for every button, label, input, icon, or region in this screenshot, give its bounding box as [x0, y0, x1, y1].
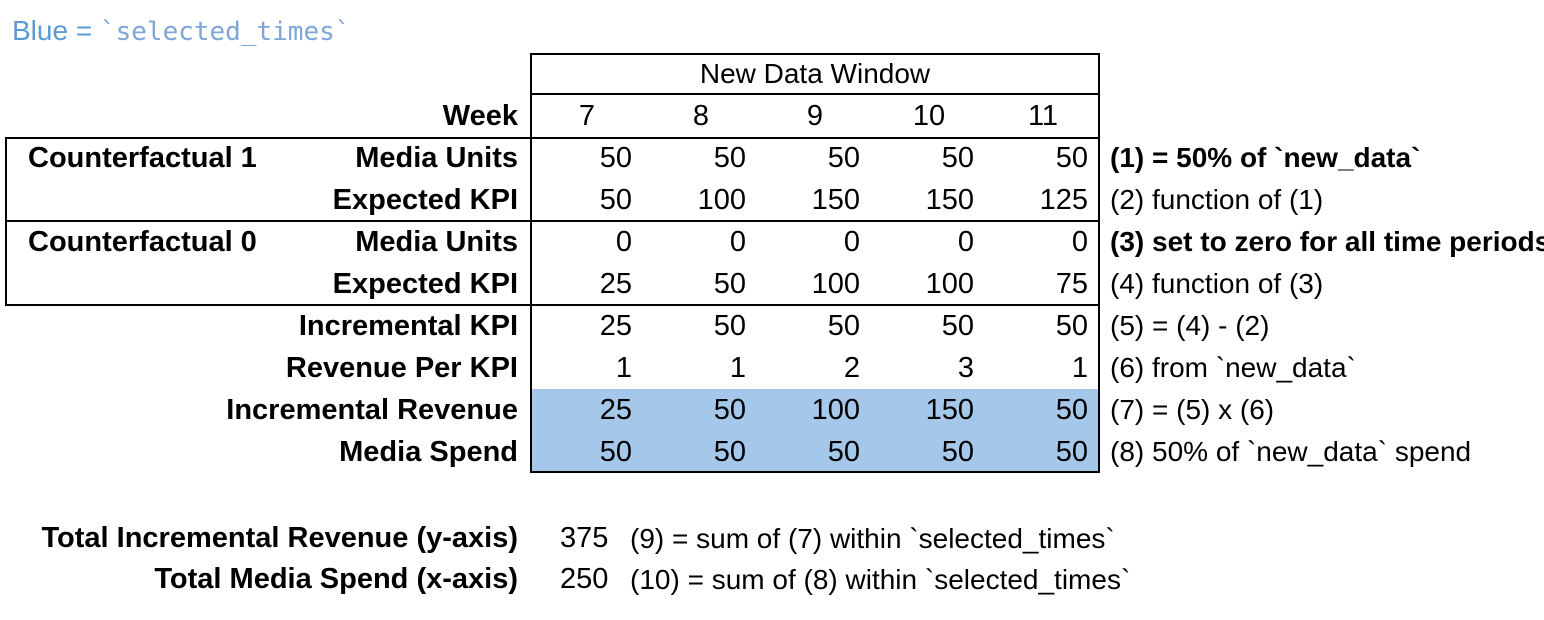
total-incremental-revenue-note: (9) = sum of (7) within `selected_times`	[630, 523, 1115, 554]
table-cell: 0	[957, 226, 974, 258]
table-cell: 50	[827, 310, 860, 342]
table-cell: 50	[713, 142, 746, 174]
row-label: Incremental KPI	[298, 310, 518, 342]
week-row-frame	[530, 95, 1100, 137]
row-label: Incremental Revenue	[226, 394, 518, 426]
table-cell-highlighted: 50	[599, 436, 632, 468]
row-annotation: (7) = (5) x (6)	[1110, 394, 1275, 425]
total-incremental-revenue-label: Total Incremental Revenue (y-axis)	[41, 522, 518, 554]
row-label: Expected KPI	[332, 184, 518, 216]
table-cell: 2	[843, 352, 860, 384]
table-cell: 3	[957, 352, 974, 384]
week-col-header: 10	[912, 100, 946, 132]
week-header-label: Week	[442, 100, 518, 132]
total-incremental-revenue-value: 375	[560, 522, 609, 554]
total-media-spend-label: Total Media Spend (x-axis)	[154, 563, 518, 595]
legend: Blue = `selected_times`	[12, 14, 350, 48]
total-media-spend-note: (10) = sum of (8) within `selected_times…	[630, 564, 1131, 595]
table-cell: 150	[925, 184, 974, 216]
table-cell: 50	[713, 268, 746, 300]
total-media-spend-value: 250	[560, 563, 609, 595]
table-cell: 0	[843, 226, 860, 258]
table-cell: 125	[1039, 184, 1088, 216]
group-separator-2	[530, 304, 1100, 306]
table-cell: 1	[1071, 352, 1088, 384]
table-cell-highlighted: 50	[713, 436, 746, 468]
row-annotation: (5) = (4) - (2)	[1110, 310, 1270, 341]
table-cell: 50	[1055, 310, 1088, 342]
table-cell-highlighted: 150	[925, 394, 974, 426]
row-annotation: (6) from `new_data`	[1110, 352, 1356, 383]
table-cell: 1	[729, 352, 746, 384]
group-label-counterfactual-0: Counterfactual 0	[28, 226, 257, 258]
legend-label: Blue =	[12, 15, 100, 46]
selected-times-highlight	[530, 389, 1100, 473]
row-annotation: (1) = 50% of `new_data`	[1110, 142, 1421, 173]
row-annotation: (4) function of (3)	[1110, 268, 1324, 299]
table-cell: 25	[599, 310, 632, 342]
week-col-header: 9	[806, 100, 824, 132]
table-cell-highlighted: 100	[811, 394, 860, 426]
table-cell: 50	[941, 142, 974, 174]
table-cell: 1	[615, 352, 632, 384]
table-cell: 50	[827, 142, 860, 174]
week-col-header: 11	[1027, 100, 1059, 132]
table-cell-highlighted: 25	[599, 394, 632, 426]
table-cell: 50	[713, 310, 746, 342]
table-cell: 100	[697, 184, 746, 216]
table-cell-highlighted: 50	[1055, 394, 1088, 426]
table-cell: 50	[941, 310, 974, 342]
table-cell-highlighted: 50	[713, 394, 746, 426]
group-label-counterfactual-1: Counterfactual 1	[28, 142, 257, 174]
table-cell: 100	[925, 268, 974, 300]
row-label: Media Units	[355, 142, 518, 174]
week-col-header: 8	[692, 100, 710, 132]
table-cell: 25	[599, 268, 632, 300]
row-label: Revenue Per KPI	[285, 352, 518, 384]
week-col-header: 7	[578, 100, 596, 132]
table-cell: 0	[729, 226, 746, 258]
table-cell: 50	[1055, 142, 1088, 174]
new-data-window-header: New Data Window	[530, 53, 1100, 95]
table-cell: 0	[1071, 226, 1088, 258]
row-annotation: (3) set to zero for all time periods	[1110, 226, 1544, 257]
row-annotation: (2) function of (1)	[1110, 184, 1324, 215]
table-cell: 50	[599, 142, 632, 174]
row-label: Media Spend	[339, 436, 518, 468]
table-cell: 0	[615, 226, 632, 258]
table-cell: 75	[1055, 268, 1088, 300]
table-cell: 150	[811, 184, 860, 216]
table-cell: 50	[599, 184, 632, 216]
counterfactual-0-box	[5, 222, 530, 306]
row-label: Expected KPI	[332, 268, 518, 300]
table-cell-highlighted: 50	[941, 436, 974, 468]
row-label: Media Units	[355, 226, 518, 258]
table-cell-highlighted: 50	[1055, 436, 1088, 468]
row-annotation: (8) 50% of `new_data` spend	[1110, 436, 1472, 467]
table-cell: 100	[811, 268, 860, 300]
legend-code: `selected_times`	[99, 17, 351, 47]
table-cell-highlighted: 50	[827, 436, 860, 468]
group-separator-1	[530, 220, 1100, 222]
counterfactual-1-box	[5, 137, 530, 222]
